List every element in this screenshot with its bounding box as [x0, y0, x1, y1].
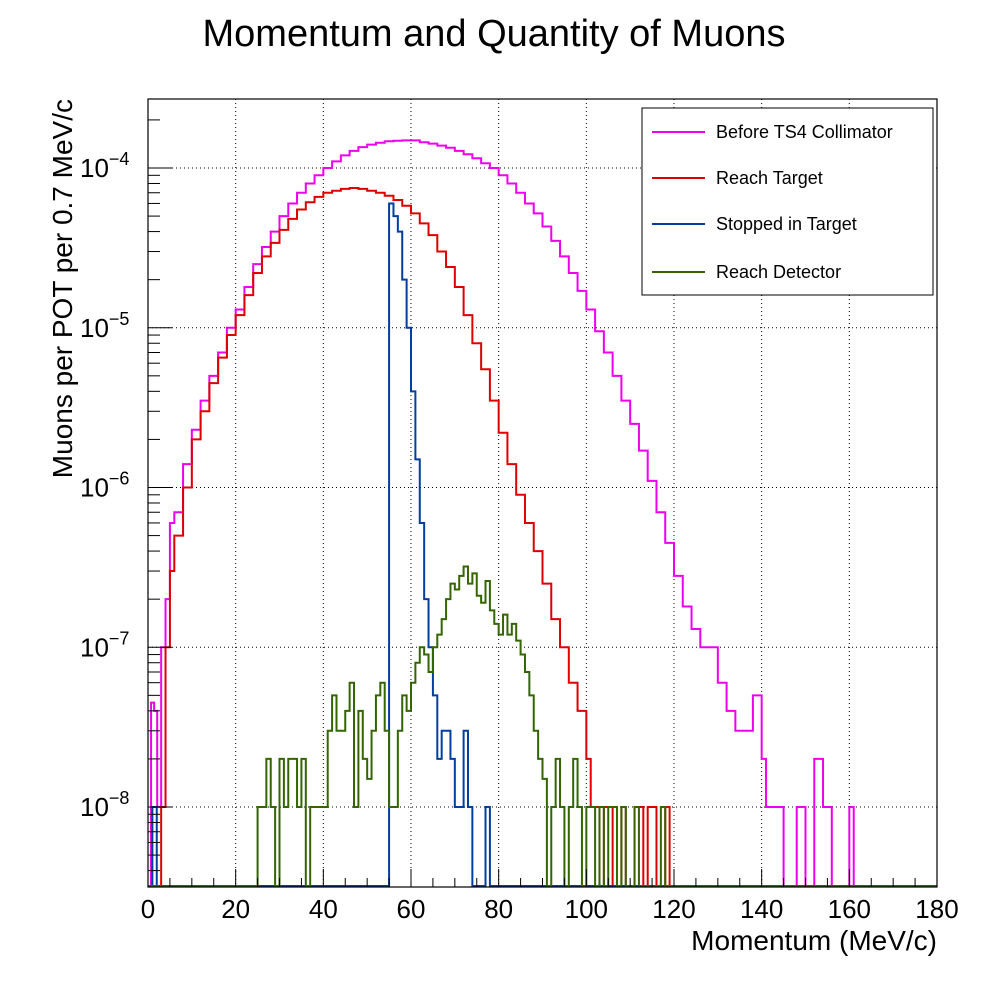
- legend-box: [641, 107, 934, 296]
- legend-label: Reach Target: [716, 168, 823, 188]
- legend-label: Reach Detector: [716, 262, 841, 282]
- x-tick-label: 0: [141, 894, 155, 924]
- legend: Before TS4 Collimator Reach Target Stopped…: [641, 107, 934, 296]
- x-tick-label: 80: [484, 894, 513, 924]
- legend-label: Stopped in Target: [716, 214, 857, 234]
- y-tick-label: 10−8: [80, 788, 129, 822]
- x-tick-label: 20: [221, 894, 250, 924]
- series-line: [148, 565, 937, 888]
- x-tick-label: 180: [915, 894, 958, 924]
- x-tick-label: 140: [740, 894, 783, 924]
- x-tick-label: 160: [828, 894, 871, 924]
- legend-label: Before TS4 Collimator: [716, 122, 893, 142]
- x-tick-label: 40: [309, 894, 338, 924]
- y-tick-labels: 10−8 10−7 10−6 10−5 10−4: [80, 149, 129, 822]
- series-line: [148, 202, 937, 888]
- x-tick-label: 120: [652, 894, 695, 924]
- y-tick-label: 10−6: [80, 469, 129, 503]
- y-tick-label: 10−5: [80, 309, 129, 343]
- y-axis-label: Muons per POT per 0.7 MeV/c: [47, 99, 78, 478]
- y-tick-label: 10−4: [80, 149, 129, 183]
- x-tick-label: 60: [397, 894, 426, 924]
- series-layer: [148, 139, 937, 888]
- x-tick-label: 100: [565, 894, 608, 924]
- x-tick-labels: 0 20 40 60 80 100 120 140 160 180: [141, 894, 959, 924]
- axis-ticks: [147, 119, 938, 887]
- x-axis-label: Momentum (MeV/c): [691, 925, 937, 956]
- chart-title: Momentum and Quantity of Muons: [203, 13, 786, 55]
- y-tick-label: 10−7: [80, 628, 129, 662]
